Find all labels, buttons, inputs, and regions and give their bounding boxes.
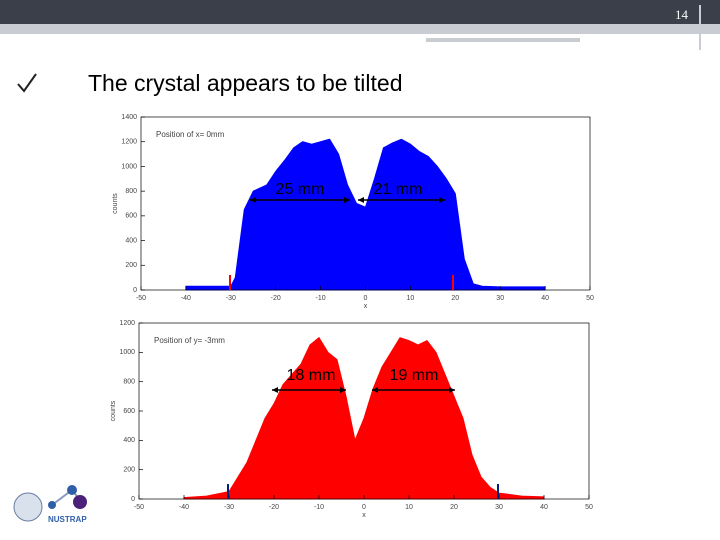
x-tick-label: 30	[495, 504, 503, 511]
logo-emblem	[13, 492, 43, 522]
y-tick-label: 1000	[119, 349, 135, 356]
y-tick-label: 1000	[121, 163, 137, 170]
logo: NUSTRAP	[13, 485, 87, 524]
plot-title: Position of y= -3mm	[154, 336, 225, 345]
logo-node	[73, 495, 87, 509]
y-tick-label: 400	[125, 237, 137, 244]
annotation: 19 mm	[390, 367, 439, 384]
y-tick-label: 0	[133, 287, 137, 294]
x-axis-label: x	[362, 512, 366, 519]
y-axis-label: counts	[110, 400, 117, 421]
y-tick-label: 400	[123, 437, 135, 444]
x-tick-label: 40	[540, 504, 548, 511]
y-tick-label: 0	[131, 496, 135, 503]
check-bullet	[17, 73, 37, 93]
annotation: 21 mm	[374, 181, 423, 198]
y-tick-label: 600	[125, 213, 137, 220]
logo-node	[48, 501, 56, 509]
x-tick-label: 30	[496, 295, 504, 302]
annotation: 25 mm	[276, 181, 325, 198]
x-axis-label: x	[364, 303, 368, 310]
x-tick-label: 10	[407, 295, 415, 302]
x-tick-label: 10	[405, 504, 413, 511]
plot-title: Position of x= 0mm	[156, 130, 225, 139]
y-tick-label: 600	[123, 408, 135, 415]
y-tick-label: 1200	[119, 320, 135, 327]
y-tick-label: 200	[123, 467, 135, 474]
x-tick-label: 0	[364, 295, 368, 302]
x-tick-label: -50	[136, 295, 146, 302]
page-number: 14	[675, 7, 689, 22]
x-tick-label: 0	[362, 504, 366, 511]
x-tick-label: -40	[179, 504, 189, 511]
x-tick-label: 50	[585, 504, 593, 511]
y-axis-label: counts	[112, 193, 119, 214]
x-tick-label: 50	[586, 295, 594, 302]
annotation: 18 mm	[287, 367, 336, 384]
area	[183, 336, 545, 500]
x-tick-label: -40	[181, 295, 191, 302]
x-tick-label: -10	[314, 504, 324, 511]
y-tick-label: 200	[125, 262, 137, 269]
y-tick-label: 1200	[121, 139, 137, 146]
y-tick-label: 800	[123, 379, 135, 386]
x-tick-label: -30	[224, 504, 234, 511]
x-tick-label: 20	[451, 295, 459, 302]
header-stripe	[0, 24, 720, 34]
header-bar	[0, 0, 720, 24]
area	[185, 138, 546, 291]
x-tick-label: 20	[450, 504, 458, 511]
logo-node	[67, 485, 77, 495]
x-tick-label: -20	[269, 504, 279, 511]
x-tick-label: 40	[541, 295, 549, 302]
slide-title: The crystal appears to be tilted	[88, 70, 403, 96]
x-tick-label: -10	[316, 295, 326, 302]
y-tick-label: 1400	[121, 114, 137, 121]
x-tick-label: -30	[226, 295, 236, 302]
y-tick-label: 800	[125, 188, 137, 195]
x-tick-label: -50	[134, 504, 144, 511]
logo-text: NUSTRAP	[48, 515, 87, 524]
x-tick-label: -20	[271, 295, 281, 302]
